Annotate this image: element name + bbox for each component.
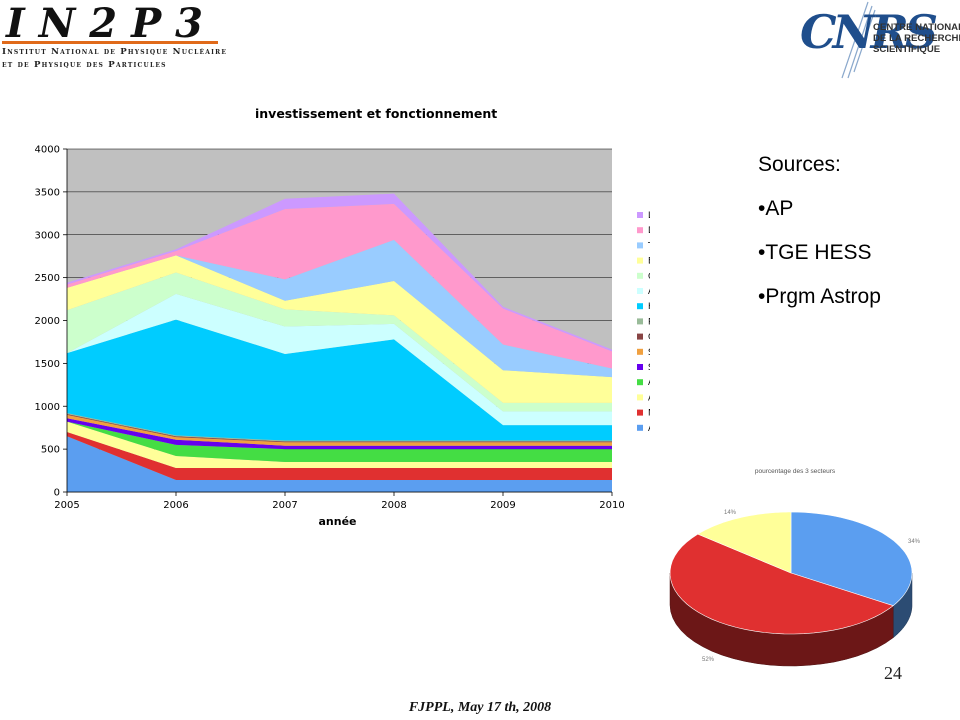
legend-swatch [637, 364, 643, 370]
cnrs-logo-text: CENTRE NATIONAL DE LA RECHERCHE SCIENTIF… [873, 22, 960, 55]
legend-swatch [637, 424, 643, 431]
legend-item-edelweiss: EDELWEISS [648, 257, 650, 267]
x-tick-label: 2005 [54, 500, 79, 511]
legend-swatch [637, 303, 643, 310]
legend-swatch [637, 333, 643, 340]
sources-list: Sources: •AP •TGE HESS •Prgm Astrop [758, 150, 881, 326]
cnrs-logo [790, 0, 960, 80]
area-series-t2k [67, 239, 612, 378]
legend-swatch [637, 318, 643, 325]
footer-text: FJPPL, May 17 th, 2008 [408, 700, 552, 715]
legend-swatch [637, 288, 643, 294]
legend-item-autres: AUTRES [648, 378, 650, 388]
y-tick-label: 2000 [35, 316, 60, 327]
legend-item-antares: ANTARES [648, 287, 650, 297]
legend-item-double-chooz: DOUBLE-CHOOZ [648, 226, 650, 236]
area-series-hess [67, 319, 612, 441]
x-tick-label: 2006 [163, 500, 188, 511]
area-series-ams [67, 421, 612, 468]
pie-label: 52% [702, 657, 715, 663]
cnrs-wordmark: CNRS [800, 5, 938, 59]
x-tick-label: 2007 [272, 500, 297, 511]
legend-item-opera: OPERA [648, 272, 650, 282]
y-tick-label: 1000 [35, 402, 60, 413]
pie-chart-title: pourcentage des 3 secteurs [755, 468, 836, 475]
in2p3-wordmark: IN2P3 [6, 0, 218, 47]
pie-slice-14pct [697, 511, 792, 574]
pie-chart: pourcentage des 3 secteurs 34% 52% 14% [669, 468, 921, 667]
area-series-snap [67, 418, 612, 450]
sources-item-ap: •AP [758, 197, 794, 220]
y-tick-label: 500 [41, 445, 60, 456]
legend-swatch [637, 348, 643, 355]
y-tick-label: 3500 [35, 187, 60, 198]
x-axis-label: année [318, 515, 356, 528]
legend-item-glast: GLAST [648, 333, 650, 343]
in2p3-subtitle-line1: Institut National de Physique Nucléaire [2, 47, 228, 57]
area-series-snae [67, 414, 612, 446]
area-series-double-chooz [67, 203, 612, 369]
legend-item-auger: AUGER [648, 424, 650, 434]
legend-item-snap: SNAP [648, 363, 650, 373]
legend-swatch [637, 272, 643, 279]
pie-slice-34pct [790, 511, 913, 607]
y-tick-label: 2500 [35, 273, 60, 284]
cnrs-logo-lines [841, 1, 876, 79]
in2p3-logo-bar [2, 41, 218, 44]
pie-label: 14% [724, 510, 737, 516]
x-tick-label: 2008 [381, 500, 406, 511]
area-series-edelweiss [67, 255, 612, 403]
area-series-antares [67, 293, 612, 426]
in2p3-subtitle-line2: et de Physique des Particules [2, 60, 167, 70]
legend-item-t2k: T2K [647, 241, 650, 251]
pie-label: 34% [908, 539, 921, 545]
legend-swatch [637, 379, 643, 386]
y-tick-label: 4000 [35, 145, 60, 156]
slide-number: 24 [884, 663, 902, 683]
x-tick-label: 2010 [599, 500, 624, 511]
sources-item-prgm-astrop: •Prgm Astrop [758, 285, 881, 308]
legend-swatch [637, 394, 643, 401]
legend-swatch [637, 409, 643, 416]
in2p3-logo: IN2P3 Institut National de Physique Nucl… [0, 0, 230, 75]
y-tick-label: 3000 [35, 230, 60, 241]
legend-swatch [637, 227, 643, 234]
sources-heading: Sources: [758, 153, 841, 176]
legend-item-lisa: LISA [648, 211, 650, 221]
legend-item-ams: AMS [648, 393, 650, 403]
legend-swatch [637, 212, 643, 218]
area-chart: 0 500 1000 1500 2000 2500 3000 3500 4000 2005 2006… [35, 145, 650, 529]
legend-item-planck: PLANCK [648, 317, 650, 327]
x-tick-label: 2009 [490, 500, 515, 511]
legend-item-hess: HESS [648, 302, 650, 312]
area-chart-title: investissement et fonctionnement [255, 106, 498, 121]
y-tick-label: 1500 [35, 359, 60, 370]
area-series-auger [67, 436, 612, 492]
legend-swatch [637, 257, 643, 264]
legend-swatch [637, 242, 643, 249]
y-tick-label: 0 [54, 488, 60, 499]
legend-item-snae: Snae [648, 348, 650, 358]
sources-item-tge-hess: •TGE HESS [758, 241, 872, 264]
area-series-autres [67, 421, 612, 462]
legend-item-nemo: NEMO [648, 409, 650, 419]
pie-slice-52pct [669, 533, 894, 635]
